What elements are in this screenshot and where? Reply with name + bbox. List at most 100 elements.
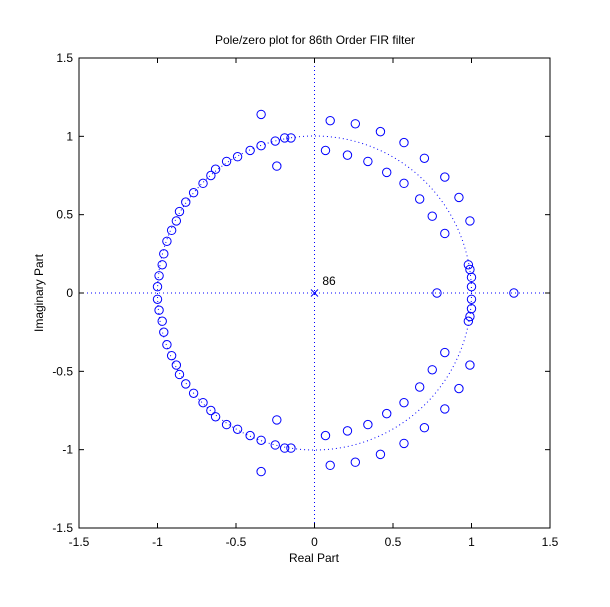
x-tick-label: 1.5 [542,535,559,549]
zero-marker [256,466,266,477]
y-tick-label: -0.5 [52,364,73,378]
zero-marker [454,383,464,394]
zero-marker [232,424,243,434]
zero-marker [465,311,475,322]
zero-marker [432,288,442,298]
zero-marker [342,426,353,436]
zero-marker [206,405,216,416]
zero-marker [270,440,280,450]
zero-marker [221,156,232,167]
zero-marker [375,126,386,137]
x-tick-label: 1 [468,535,475,549]
zero-marker [188,388,199,398]
zero-marker [256,435,266,445]
zero-marker [363,156,373,167]
zero-marker [399,178,409,189]
zero-marker [440,347,450,358]
zero-marker [465,360,475,370]
plot-area: -1.5 -1 -0.5 0 0.5 1 1.5 -1.5 -1 -0.5 0 0.5 1 1.5 86 [52,51,558,549]
zero-marker [465,216,475,226]
zero-marker [466,272,477,283]
x-tick-labels: -1.5 -1 -0.5 0 0.5 1 1.5 [69,535,559,549]
zero-marker [320,145,331,156]
zero-marker [272,415,282,425]
x-tick-label: -1.5 [69,535,90,549]
zero-marker [221,419,232,430]
y-tick-label: -1.5 [52,521,73,535]
zero-marker [463,316,474,326]
zero-marker [440,172,450,182]
zero-marker [440,404,450,414]
zero-marker [463,260,474,270]
zero-marker [245,430,255,441]
chart-title: Pole/zero plot for 86th Order FIR filter [215,33,415,47]
zero-marker [245,145,255,156]
zero-marker [427,211,437,221]
pole-multiplicity-label: 86 [322,274,336,288]
zero-marker [414,194,425,204]
x-axis-label: Real Part [289,551,340,565]
zero-marker [454,192,464,203]
zero-marker [440,228,450,239]
zero-marker [279,133,290,143]
zero-marker [162,236,172,247]
zero-marker [375,449,386,460]
zero-marker [157,316,167,326]
zero-marker [210,412,221,422]
y-tick-label: 1.5 [56,51,73,65]
zero-marker [286,443,296,453]
zero-marker [382,167,392,178]
zero-marker [414,382,425,392]
zero-marker [320,430,331,441]
zero-marker [399,137,409,148]
zero-marker [171,216,182,226]
zero-marker [399,397,409,408]
zero-marker [363,419,373,430]
tick-marks [78,57,551,529]
zero-marker [466,294,477,304]
zero-marker [427,365,437,375]
x-tick-label: -1 [152,535,163,549]
zero-marker [256,109,266,120]
zero-marker [210,164,221,174]
y-tick-labels: -1.5 -1 -0.5 0 0.5 1 1.5 [52,51,73,535]
zero-marker [174,369,185,380]
zero-marker [159,327,169,337]
pole-marker-stroke [310,289,319,297]
zero-marker [154,271,164,281]
zero-marker [166,225,177,236]
zero-marker [350,119,361,129]
zero-marker [198,397,208,408]
zero-marker [325,460,335,471]
zero-marker [198,178,208,189]
zero-marker [166,350,177,361]
zero-marker [509,288,519,298]
reference-lines [79,58,550,528]
zero-markers [152,109,519,477]
x-tick-label: 0.5 [385,535,402,549]
zero-marker [181,379,191,389]
zero-marker [159,249,169,259]
zero-marker [272,161,282,171]
zero-marker [174,206,185,217]
y-tick-label: 0 [66,286,73,300]
pole-marker [310,289,319,297]
x-tick-label: -0.5 [226,535,247,549]
y-tick-label: -1 [62,443,73,457]
zero-marker [206,170,216,181]
x-tick-label: 0 [311,535,318,549]
y-tick-label: 1 [66,129,73,143]
zero-marker [152,294,163,304]
zero-marker [399,438,409,449]
zero-marker [286,133,296,143]
zero-marker [419,423,430,433]
zero-marker [188,188,199,198]
zero-marker [232,152,243,162]
zero-marker [419,153,430,163]
zero-marker [325,115,335,126]
zero-marker [279,443,290,453]
pole-markers [310,289,319,297]
zero-marker [270,136,280,146]
zero-marker [152,282,163,292]
